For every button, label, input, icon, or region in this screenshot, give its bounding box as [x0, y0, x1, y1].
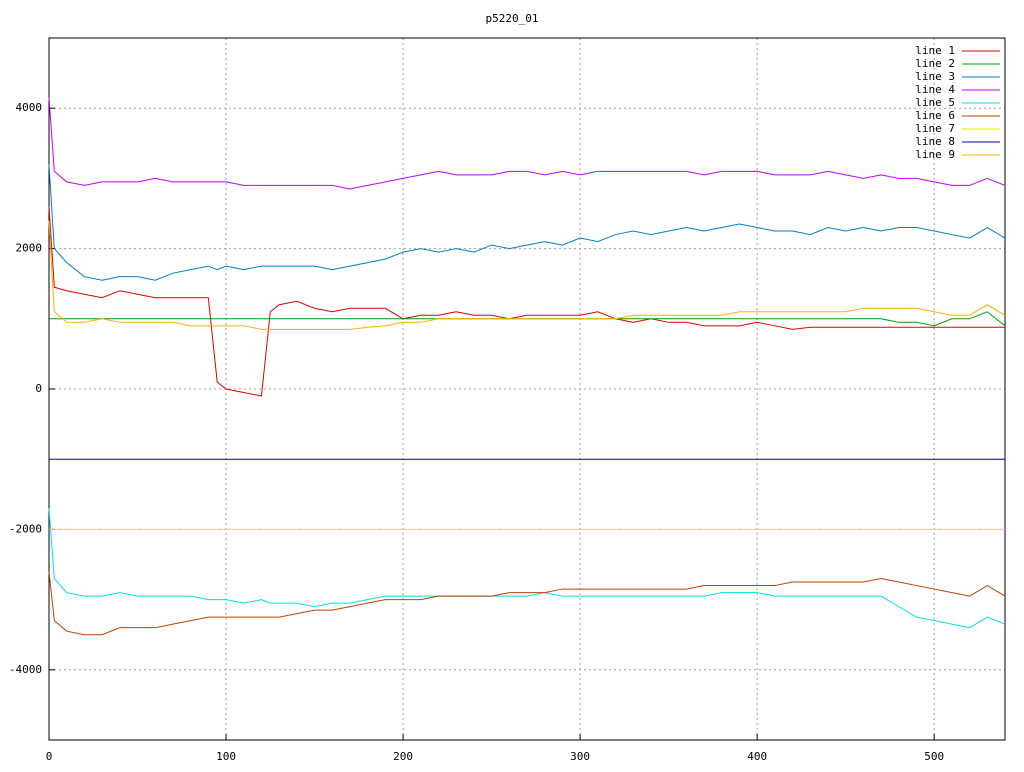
y-tick-label: 4000	[16, 101, 43, 114]
data-line	[48, 571, 1006, 636]
legend-label: line 3	[915, 70, 955, 83]
legend-label: line 6	[915, 109, 955, 122]
y-tick-label: -2000	[9, 522, 42, 535]
data-line	[48, 220, 1006, 330]
x-tick-label: 100	[216, 750, 236, 763]
data-line	[48, 97, 1006, 190]
data-line	[48, 206, 1005, 397]
legend-label: line 9	[915, 148, 955, 161]
x-tick-label: 400	[747, 750, 767, 763]
legend-label: line 8	[915, 135, 955, 148]
y-tick-label: 2000	[16, 242, 43, 255]
legend-label: line 2	[915, 57, 955, 70]
legend-label: line 4	[915, 83, 955, 96]
x-tick-label: 0	[46, 750, 53, 763]
plot-frame	[48, 37, 1006, 741]
data-line	[48, 508, 1006, 629]
y-tick-label: -4000	[9, 663, 42, 676]
x-tick-label: 300	[570, 750, 590, 763]
chart-title: p5220_01	[486, 12, 539, 25]
x-tick-label: 200	[393, 750, 413, 763]
x-tick-label: 500	[924, 750, 944, 763]
legend-label: line 7	[915, 122, 955, 135]
legend-label: line 5	[915, 96, 955, 109]
legend-label: line 1	[915, 44, 955, 57]
data-line	[48, 164, 1006, 281]
y-tick-label: 0	[35, 382, 42, 395]
